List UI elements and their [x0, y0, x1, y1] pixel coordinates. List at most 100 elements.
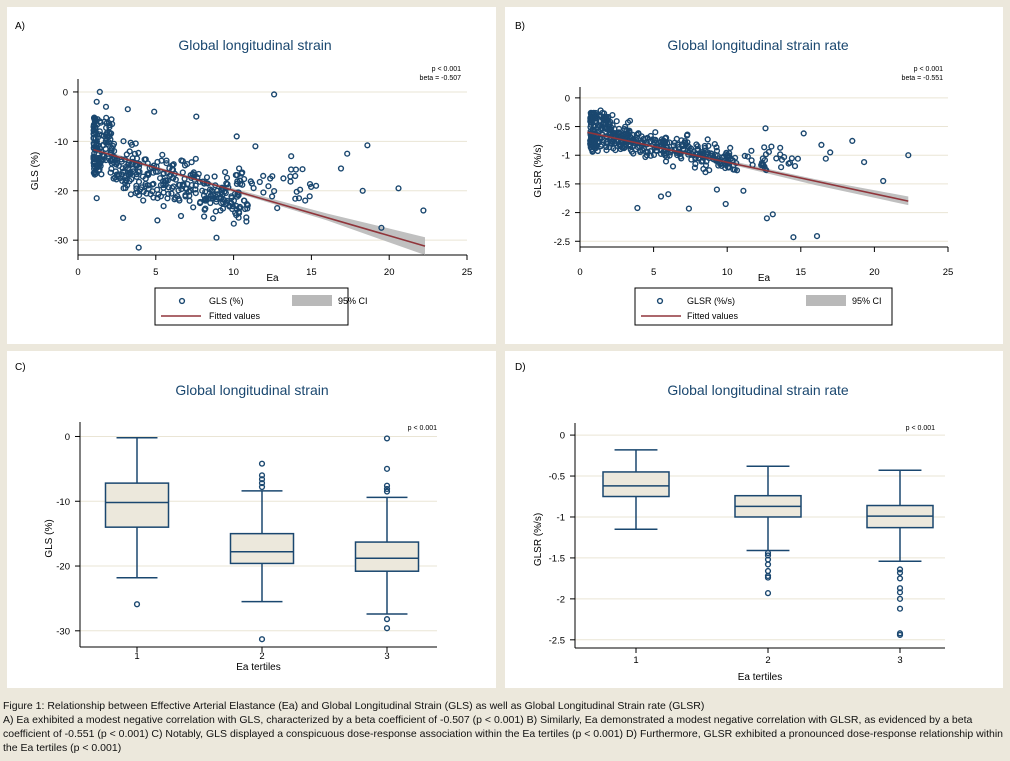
data-point — [861, 159, 868, 166]
data-point — [96, 88, 103, 96]
data-point — [694, 143, 701, 150]
outlier-point — [258, 480, 266, 487]
outlier-point — [764, 552, 772, 559]
data-point — [818, 141, 825, 149]
data-point — [768, 143, 775, 150]
data-point — [235, 214, 242, 221]
data-point — [93, 140, 100, 147]
chart-title: Global longitudinal strain — [178, 37, 331, 53]
data-point — [213, 234, 220, 241]
data-point — [634, 204, 641, 212]
data-point — [778, 164, 785, 171]
outlier-point — [764, 567, 772, 575]
panel-letter: B) — [515, 21, 525, 32]
data-point — [761, 144, 768, 151]
data-point — [744, 153, 751, 160]
data-point — [157, 182, 165, 189]
data-point — [299, 166, 306, 173]
data-point — [344, 150, 351, 157]
x-tick-label: 5 — [153, 267, 158, 278]
data-point — [235, 192, 242, 199]
data-point — [175, 187, 182, 194]
data-point — [378, 224, 385, 231]
data-point — [292, 166, 300, 173]
data-point — [683, 132, 691, 139]
outlier-point — [383, 488, 391, 495]
legend-box — [154, 287, 349, 326]
data-point — [730, 166, 737, 173]
data-point — [91, 169, 98, 176]
data-point — [107, 136, 114, 143]
data-point — [233, 133, 240, 140]
data-point — [239, 169, 246, 176]
data-point — [229, 203, 236, 210]
data-point — [748, 147, 755, 154]
data-point — [121, 174, 128, 181]
data-point — [725, 164, 732, 171]
data-point — [721, 153, 728, 160]
data-point — [292, 195, 299, 202]
data-point — [126, 148, 133, 155]
x-tick-label: 10 — [228, 267, 239, 278]
data-point — [302, 197, 309, 204]
data-point — [773, 155, 780, 162]
data-point — [597, 107, 604, 114]
data-point — [172, 176, 179, 183]
data-point — [203, 174, 211, 181]
data-point — [274, 205, 281, 212]
box-iqr — [104, 482, 170, 528]
data-point — [691, 164, 699, 171]
beta-annotation: beta = -0.551 — [902, 75, 944, 82]
data-point — [94, 155, 101, 162]
legend-label: Fitted values — [209, 311, 261, 321]
data-point — [135, 164, 143, 171]
data-point — [260, 172, 267, 180]
data-point — [701, 142, 708, 150]
data-point — [201, 213, 208, 220]
p-value-annotation: p < 0.001 — [408, 425, 437, 432]
panel-letter: D) — [515, 362, 526, 373]
outlier-point — [258, 460, 266, 467]
y-axis-label: GLSR (%/s) — [533, 144, 544, 197]
data-point — [102, 124, 110, 131]
y-tick-label: -1 — [557, 512, 565, 523]
data-point — [271, 188, 278, 195]
data-point — [104, 140, 111, 148]
data-point — [265, 183, 272, 190]
data-point — [178, 157, 185, 164]
x-tick-label: 0 — [75, 267, 80, 278]
y-tick-label: -2 — [562, 208, 570, 219]
data-point — [588, 146, 595, 153]
data-point — [630, 137, 637, 144]
data-point — [135, 178, 143, 185]
data-point — [794, 155, 802, 162]
data-point — [271, 91, 278, 98]
data-point — [657, 193, 665, 200]
y-tick-label: -20 — [56, 562, 70, 573]
data-point — [813, 233, 821, 240]
data-point — [295, 195, 303, 202]
data-point — [176, 181, 183, 189]
data-point — [587, 134, 595, 141]
data-point — [188, 159, 195, 166]
data-point — [177, 212, 185, 220]
p-value-annotation: p < 0.001 — [432, 66, 461, 73]
x-tick-label: 2 — [765, 655, 770, 666]
data-point — [122, 184, 129, 192]
data-point — [605, 119, 612, 126]
data-point — [140, 197, 147, 204]
data-point — [297, 186, 304, 193]
data-point — [192, 182, 199, 189]
data-point — [685, 205, 693, 212]
data-point — [108, 116, 115, 123]
data-point — [657, 150, 665, 158]
data-point — [669, 163, 677, 170]
data-point — [154, 217, 161, 224]
legend-label: 95% CI — [338, 296, 368, 306]
data-point — [601, 113, 608, 120]
data-point — [650, 151, 658, 159]
outlier-point — [896, 566, 904, 573]
outlier-point — [896, 569, 904, 576]
data-point — [769, 211, 776, 218]
outlier-point — [258, 483, 266, 491]
